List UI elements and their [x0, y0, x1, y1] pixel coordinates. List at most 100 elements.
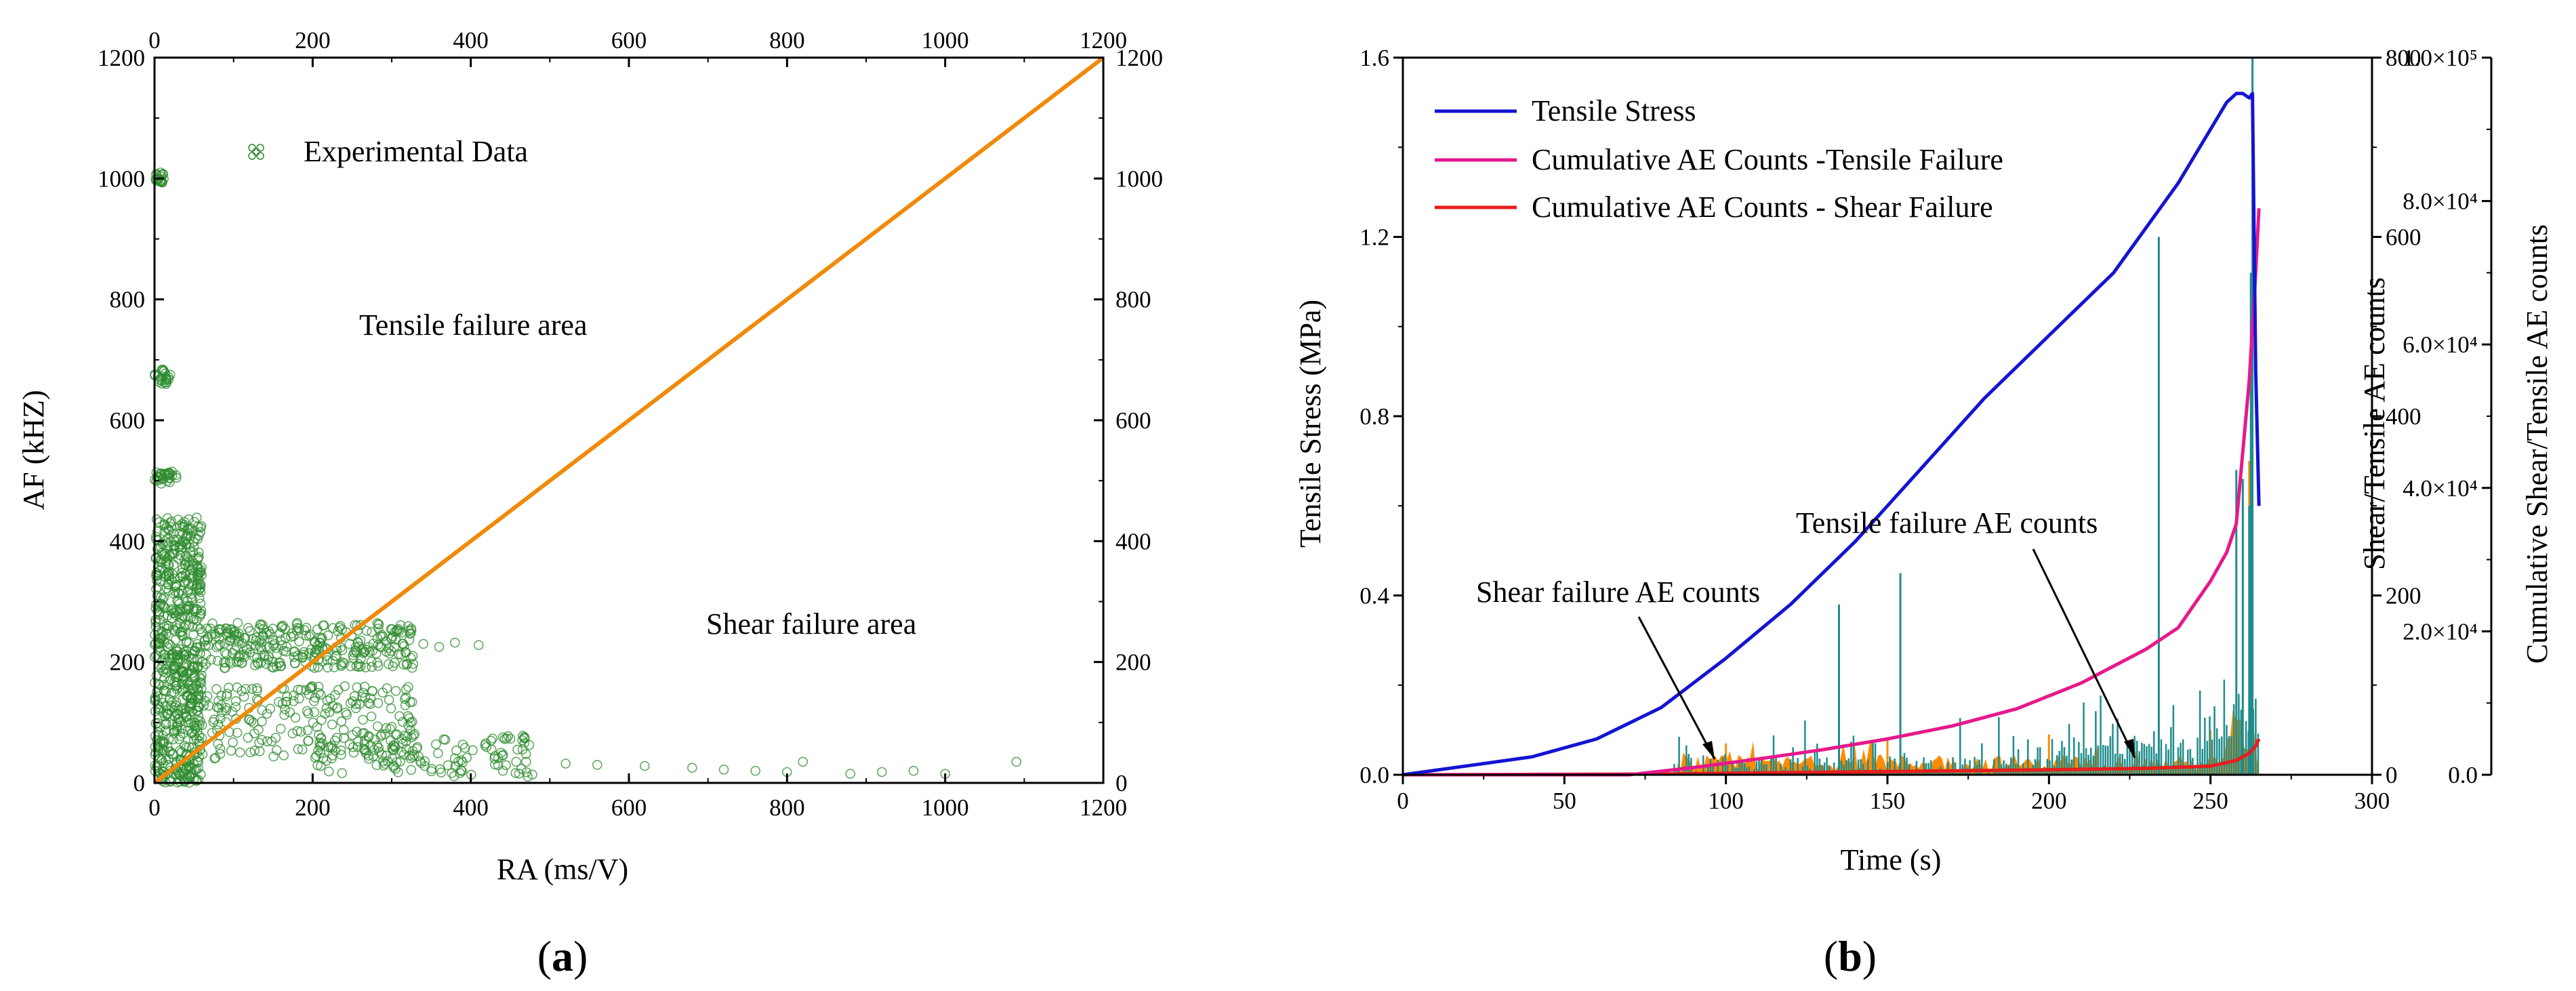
scatter-point-1190 [239, 691, 249, 702]
scatter-point-1095 [400, 693, 410, 704]
x-tick-label-top-4: 800 [769, 27, 805, 54]
scatter-point-1169 [403, 682, 413, 692]
legend-label-experimental: Experimental Data [304, 135, 528, 168]
scatter-point-689 [172, 623, 183, 634]
y-tick-label-left-6: 1200 [98, 45, 145, 71]
x-tick-label-bottom-4: 800 [769, 794, 805, 821]
scatter-point-1083 [271, 745, 282, 755]
scatter-point-1368 [718, 765, 729, 775]
scatter-point-950 [289, 651, 300, 662]
scatter-point-939 [312, 662, 323, 672]
scatter-point-696 [182, 601, 192, 611]
scatter-point-641 [190, 765, 200, 775]
scatter-point-912 [305, 630, 316, 640]
scatter-point-1044 [280, 704, 290, 714]
scatter-point-568 [156, 693, 167, 704]
scatter-point-1122 [294, 693, 304, 704]
scatter-point-958 [259, 651, 270, 662]
scatter-point-485 [159, 679, 169, 690]
scatter-point-1243 [366, 711, 377, 722]
scatter-point-943 [277, 640, 287, 651]
scatter-point-1349 [331, 733, 342, 743]
scatter-point-990 [373, 623, 384, 634]
y-tick-label-left-5: 1000 [98, 165, 145, 192]
x-tick-label-top-1: 200 [295, 27, 331, 54]
y-tick-label-left-3: 600 [110, 407, 146, 434]
scatter-point-976 [231, 641, 242, 651]
chart-b-ylabel-right1: Shear/Tensile AE counts [2358, 277, 2391, 570]
scatter-point-712 [172, 708, 183, 719]
scatter-point-1357 [315, 761, 326, 771]
scatter-point-1132 [245, 747, 255, 758]
y-tick-label-right-1: 200 [1116, 649, 1151, 676]
legend-dot-2 [248, 152, 256, 160]
scatter-point-1380 [473, 640, 484, 651]
scatter-point-1366 [639, 761, 650, 771]
scatter-point-611 [181, 711, 192, 721]
scatter-point-667 [169, 702, 180, 712]
scatter-point-717 [188, 571, 199, 582]
x-tick-label-top-6: 1200 [1080, 27, 1127, 54]
annotation-shear-ae: Shear failure AE counts [1476, 575, 1760, 609]
scatter-point-1179 [382, 683, 392, 693]
scatter-point-915 [368, 639, 379, 649]
scatter-point-926 [256, 644, 267, 655]
scatter-point-669 [158, 737, 169, 748]
scatter-point-1363 [453, 756, 464, 767]
scatter-point-441 [180, 620, 191, 630]
scatter-point-1032 [256, 735, 267, 745]
scatter-point-1354 [313, 745, 323, 756]
x-tick-label-top-5: 1000 [922, 27, 969, 54]
boundary-line [153, 56, 1105, 785]
scatter-point-975 [268, 635, 279, 646]
scatter-point-1361 [480, 740, 490, 750]
scatter-point-468 [195, 611, 205, 622]
scatter-point-1157 [316, 715, 327, 725]
scatter-point-1166 [401, 744, 411, 754]
scatter-point-1104 [358, 714, 368, 725]
caption-b: (b) [1824, 932, 1877, 980]
scatter-point-516 [183, 667, 193, 678]
scatter-point-1258 [433, 748, 443, 759]
scatter-point-642 [189, 517, 200, 527]
scatter-point-681 [197, 733, 207, 744]
scatter-point-966 [224, 628, 234, 639]
scatter-point-1192 [232, 682, 243, 693]
scatter-point-988 [352, 636, 363, 647]
b-y2-tick-label-1: 200 [2386, 583, 2421, 609]
scatter-point-724 [197, 562, 207, 573]
scatter-point-1364 [498, 750, 508, 760]
scatter-point-74 [161, 468, 171, 479]
b-y3-tick-label-2: 4.0×10⁴ [2403, 475, 2478, 502]
scatter-point-886 [215, 639, 225, 650]
scatter-point-1279 [363, 754, 374, 764]
scatter-point-431 [163, 734, 174, 744]
scatter-point-1198 [211, 702, 222, 712]
scatter-point-1333 [392, 757, 402, 767]
scatter-point-1129 [230, 696, 241, 706]
scatter-point-1108 [227, 706, 238, 717]
scatter-point-608 [172, 721, 183, 731]
scatter-point-1092 [303, 708, 314, 719]
scatter-point-834 [289, 647, 300, 658]
scatter-point-1073 [211, 684, 222, 694]
scatter-point-1186 [357, 728, 368, 739]
arrow-tensile [2032, 548, 2136, 759]
scatter-point-710 [194, 584, 205, 594]
scatter-point-1374 [908, 765, 919, 776]
scatter-point-637 [155, 722, 165, 733]
scatter-point-414 [159, 622, 169, 632]
scatter-point-1345 [315, 740, 326, 750]
scatter-point-1112 [309, 707, 320, 717]
scatter-point-1313 [353, 736, 363, 747]
scatter-point-1203 [297, 744, 308, 754]
scatter-point-1338 [413, 751, 424, 762]
scatter-point-72 [152, 472, 163, 483]
b-x-tick-label-0: 0 [1397, 788, 1409, 814]
scatter-point-1337 [412, 742, 423, 752]
scatter-point-382 [152, 686, 162, 697]
scatter-point-636 [171, 683, 182, 694]
caption-a: (a) [537, 932, 588, 980]
b-y-tick-label-0: 0.0 [1359, 762, 1389, 788]
